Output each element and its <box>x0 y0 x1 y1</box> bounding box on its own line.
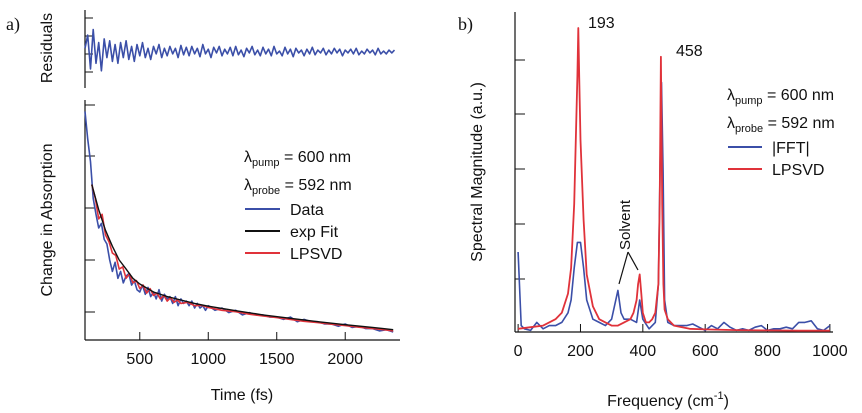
legend-a-pump: λpump = 600 nm <box>244 149 351 169</box>
spectrum-xlabel: Frequency (cm-1) <box>607 390 729 410</box>
x-tick-label: 0 <box>514 343 523 360</box>
legend-b-probe: λprobe = 592 nm <box>727 115 835 135</box>
spectrum-series-group <box>517 27 831 332</box>
x-tick-label: 1500 <box>259 351 295 368</box>
solvent-pointer-right <box>627 251 639 271</box>
x-tick-label: 1000 <box>190 351 226 368</box>
decay-xlabel: Time (fs) <box>211 387 274 404</box>
spectrum-xlabel-sup: -1 <box>714 390 724 402</box>
decay-x-ticks: 500 1000 1500 2000 <box>126 332 363 368</box>
legend-a-fit-label: exp Fit <box>290 224 339 241</box>
decay-ylabel: Change in Absorption <box>39 144 56 297</box>
residuals-series-group <box>84 28 396 72</box>
legend-b-fft-label: |FFT| <box>772 140 810 157</box>
legend-a-data-label: Data <box>290 202 324 219</box>
x-tick-label: 600 <box>692 343 719 360</box>
panel-label-b: b) <box>458 14 473 35</box>
legend-b-pump-rest: = 600 nm <box>763 87 835 104</box>
legend-b-lpsvd-label: LPSVD <box>772 162 824 179</box>
legend-a-probe-rest: = 592 nm <box>280 177 352 194</box>
legend-a-probe-sub: probe <box>252 185 280 197</box>
spectrum-ylabel: Spectral Magnitude (a.u.) <box>469 82 486 262</box>
spectrum-xlabel-end: ) <box>724 393 729 410</box>
decay-series-group <box>84 111 394 333</box>
spectrum-legend: λpump = 600 nm λprobe = 592 nm |FFT| LPS… <box>727 87 835 179</box>
spectrum-xlabel-main: Frequency (cm <box>607 393 714 410</box>
panel-label-a: a) <box>6 14 20 35</box>
legend-b-pump: λpump = 600 nm <box>727 87 834 107</box>
peak-458-label: 458 <box>676 43 703 60</box>
legend-b-probe-sub: probe <box>735 123 763 135</box>
x-tick-label: 200 <box>567 343 594 360</box>
legend-b-pump-sub: pump <box>735 95 763 107</box>
x-tick-label: 1000 <box>812 343 848 360</box>
decay-panel: Change in Absorption Time (fs) 500 1000 15… <box>39 100 400 404</box>
decay-legend: λpump = 600 nm λprobe = 592 nm Data exp … <box>244 149 352 263</box>
residuals-ylabel: Residuals <box>39 13 56 83</box>
legend-b-probe-rest: = 592 nm <box>763 115 835 132</box>
decay-expfit-line <box>91 184 394 331</box>
x-tick-label: 2000 <box>327 351 363 368</box>
legend-a-pump-lambda: λ <box>244 149 252 166</box>
residuals-series-line <box>84 28 396 72</box>
x-tick-label: 500 <box>126 351 153 368</box>
legend-a-pump-sub: pump <box>252 157 280 169</box>
decay-data-line <box>84 111 394 333</box>
solvent-pointer-left <box>618 251 629 285</box>
legend-b-pump-lambda: λ <box>727 87 735 104</box>
x-tick-label: 800 <box>754 343 781 360</box>
x-tick-label: 400 <box>629 343 656 360</box>
spectrum-panel: Spectral Magnitude (a.u.) Frequency (cm-… <box>469 12 848 410</box>
legend-b-probe-lambda: λ <box>727 115 735 132</box>
solvent-label: Solvent <box>617 199 634 250</box>
peak-193-label: 193 <box>588 15 615 32</box>
spectrum-x-ticks: 0 200 400 600 800 1000 <box>514 324 848 360</box>
residuals-panel: Residuals <box>39 10 396 88</box>
legend-a-probe: λprobe = 592 nm <box>244 177 352 197</box>
spectrum-lpsvd-line <box>517 27 830 332</box>
decay-lpsvd-line <box>91 184 394 332</box>
legend-a-probe-lambda: λ <box>244 177 252 194</box>
legend-a-pump-rest: = 600 nm <box>280 149 352 166</box>
legend-a-lpsvd-label: LPSVD <box>290 246 342 263</box>
